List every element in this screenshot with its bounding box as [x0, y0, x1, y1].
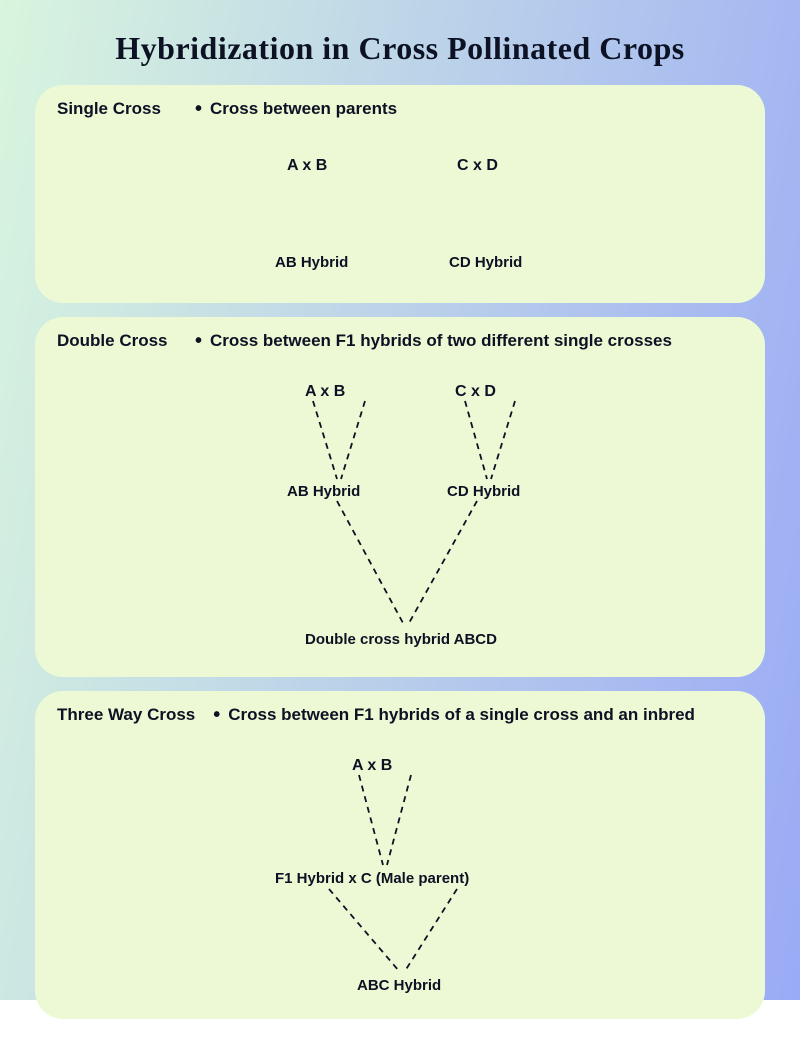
- panel-threeway-bullet: Cross between F1 hybrids of a single cro…: [213, 705, 695, 725]
- double-axb: A x B: [305, 383, 345, 401]
- panel-single-title: Single Cross: [57, 99, 177, 119]
- diagram-double: A x B C x D AB Hybrid CD Hybrid Double c…: [57, 351, 743, 663]
- panel-single-bullet: Cross between parents: [195, 99, 397, 119]
- panel-single-bullet-text: Cross between parents: [210, 99, 397, 119]
- panel-threeway-bullet-text: Cross between F1 hybrids of a single cro…: [228, 705, 695, 725]
- diagram-threeway-lines: [57, 725, 757, 1005]
- panel-double-header: Double Cross Cross between F1 hybrids of…: [57, 331, 743, 351]
- panel-double-bullet-text: Cross between F1 hybrids of two differen…: [210, 331, 672, 351]
- single-cxd: C x D: [457, 157, 498, 175]
- content-wrapper: Hybridization in Cross Pollinated Crops …: [0, 0, 800, 1053]
- threeway-result: ABC Hybrid: [357, 977, 441, 994]
- panel-single-cross: Single Cross Cross between parents A x B…: [35, 85, 765, 303]
- single-cd-hybrid: CD Hybrid: [449, 254, 522, 271]
- panel-threeway-title: Three Way Cross: [57, 705, 195, 725]
- single-ab-hybrid: AB Hybrid: [275, 254, 348, 271]
- double-cd-hybrid: CD Hybrid: [447, 483, 520, 500]
- panel-double-cross: Double Cross Cross between F1 hybrids of…: [35, 317, 765, 677]
- panel-double-title: Double Cross: [57, 331, 177, 351]
- page-title: Hybridization in Cross Pollinated Crops: [35, 30, 765, 67]
- double-result: Double cross hybrid ABCD: [305, 631, 497, 648]
- diagram-single: A x B C x D AB Hybrid CD Hybrid: [57, 119, 743, 289]
- double-ab-hybrid: AB Hybrid: [287, 483, 360, 500]
- double-cxd: C x D: [455, 383, 496, 401]
- diagram-threeway: A x B F1 Hybrid x C (Male parent) ABC Hy…: [57, 725, 743, 1005]
- single-axb: A x B: [287, 157, 327, 175]
- panel-threeway-header: Three Way Cross Cross between F1 hybrids…: [57, 705, 743, 725]
- panel-double-bullet: Cross between F1 hybrids of two differen…: [195, 331, 672, 351]
- threeway-axb: A x B: [352, 757, 392, 775]
- diagram-double-lines: [57, 351, 757, 663]
- panel-threeway-cross: Three Way Cross Cross between F1 hybrids…: [35, 691, 765, 1019]
- panel-single-header: Single Cross Cross between parents: [57, 99, 743, 119]
- threeway-mid: F1 Hybrid x C (Male parent): [275, 870, 469, 887]
